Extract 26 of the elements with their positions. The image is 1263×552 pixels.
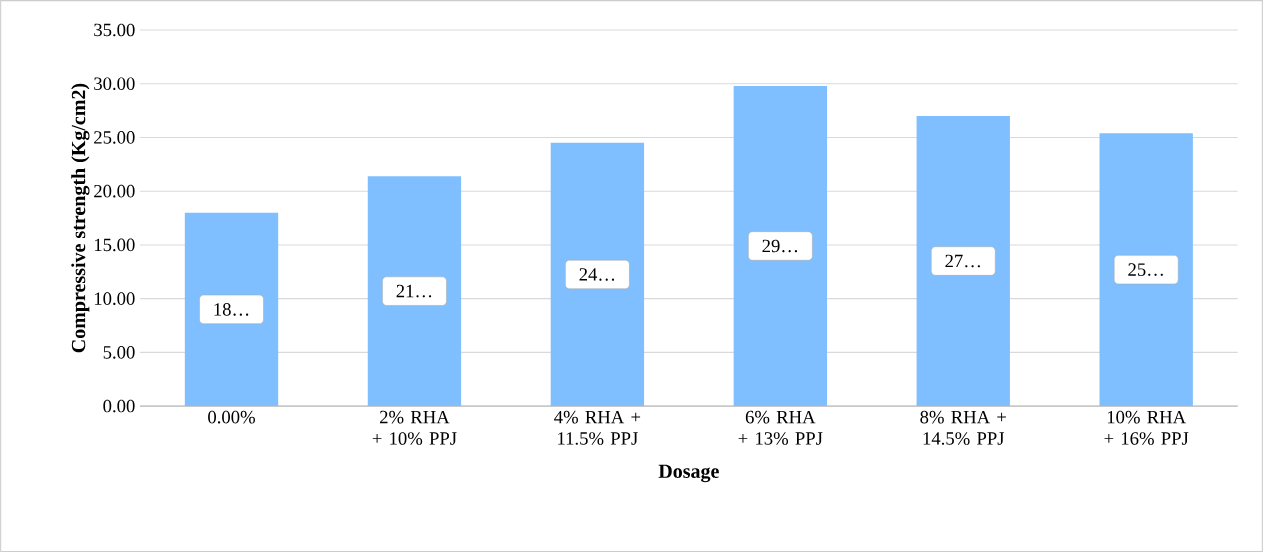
bar xyxy=(733,85,828,407)
data-label: 29… xyxy=(762,239,798,253)
data-label: 18… xyxy=(214,302,249,316)
bar xyxy=(916,115,1010,407)
x-tick-label: 2% RHA + 10% PPJ xyxy=(372,410,457,445)
data-label: 27… xyxy=(945,254,980,268)
x-tick-label: 0.00% xyxy=(208,410,255,424)
y-tick-label: 5.00 xyxy=(103,345,135,359)
x-axis-title: Dosage xyxy=(658,464,719,483)
x-tick-label: 6% RHA + 13% PPJ xyxy=(738,410,823,445)
y-tick-label: 20.00 xyxy=(94,184,135,198)
bar xyxy=(550,142,645,407)
x-tick-label: 4% RHA + 11.5% PPJ xyxy=(554,410,641,445)
y-tick-label: 25.00 xyxy=(94,131,135,144)
y-tick-label: 0.00 xyxy=(103,399,135,413)
y-axis-title: Compressive strength (Kg/cm2) xyxy=(71,83,90,353)
x-tick-label: 10% RHA + 16% PPJ xyxy=(1104,410,1189,445)
data-label: 24… xyxy=(579,268,615,281)
y-tick-label: 10.00 xyxy=(94,292,135,305)
data-label: 25… xyxy=(1128,263,1163,276)
y-tick-label: 15.00 xyxy=(94,238,135,252)
y-tick-label: 30.00 xyxy=(94,77,135,91)
y-tick-label: 35.00 xyxy=(94,23,135,37)
data-label: 21… xyxy=(396,284,432,298)
x-tick-label: 8% RHA + 14.5% PPJ xyxy=(920,410,1006,445)
bar xyxy=(1099,133,1193,407)
